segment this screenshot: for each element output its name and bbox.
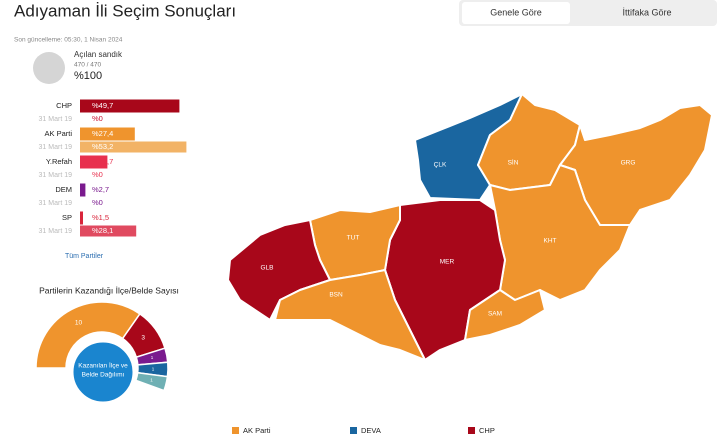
past-bar: [80, 225, 137, 237]
bar-label: %49,7: [92, 101, 113, 110]
bar-label: %13,7: [92, 157, 113, 166]
district[interactable]: [464, 289, 546, 341]
tab-active[interactable]: [462, 2, 570, 24]
donut-label: 1: [151, 355, 154, 360]
past-bar-label: %28,1: [92, 226, 113, 235]
past-bar-label: %0: [92, 114, 103, 123]
legend-swatch: [232, 427, 239, 434]
page-title: Adıyaman İli Seçim Sonuçları: [14, 1, 236, 20]
past-bar: [80, 141, 187, 153]
ballot-percent: %100: [74, 70, 102, 82]
donut-label: 1: [152, 366, 155, 371]
donut-center-label: Kazanılan İlçe ve: [78, 361, 128, 370]
legend-label: DEVA: [361, 426, 381, 435]
section-title: Partilerin Kazandığı İlçe/Belde Sayısı: [39, 285, 179, 295]
party-name: DEM: [55, 185, 72, 194]
donut-label: 10: [75, 319, 83, 326]
legend-swatch: [350, 427, 357, 434]
map-labels: ÇLK SİN GRG KHT MER TUT GLB BSN SAM: [260, 158, 635, 318]
donut-center: [70, 339, 136, 405]
tab[interactable]: Genele Göre: [490, 7, 542, 17]
donut-segment: [35, 301, 141, 369]
past-label: 31 Mart 19: [39, 228, 73, 235]
legend: AK Parti DEVA CHP: [232, 426, 495, 435]
party-name: AK Parti: [44, 129, 72, 138]
district-label: SAM: [488, 311, 502, 318]
district-label: TUT: [347, 235, 360, 242]
bar: [80, 211, 83, 225]
district[interactable]: [274, 269, 426, 361]
bar-label: %27,4: [92, 129, 113, 138]
party-name: CHP: [56, 101, 72, 110]
ballot-pie: [33, 52, 65, 84]
district-label: MER: [440, 259, 455, 266]
district-label: BSN: [329, 292, 343, 299]
legend-swatch: [468, 427, 475, 434]
past-label: 31 Mart 19: [39, 172, 73, 179]
bar: [80, 183, 86, 197]
bar: [80, 99, 180, 113]
district-label: ÇLK: [434, 162, 447, 169]
tab[interactable]: İttifaka Göre: [622, 7, 671, 17]
party-name: Y.Refah: [46, 157, 72, 166]
ballot-count: 470 / 470: [74, 62, 101, 69]
legend-label: CHP: [479, 426, 495, 435]
map: [227, 93, 713, 361]
ballot-label: Açılan sandık: [74, 50, 123, 59]
donut-segment: [134, 371, 169, 392]
donut-label: 3: [141, 335, 145, 342]
bar-label: %1,5: [92, 213, 109, 222]
bar: [80, 127, 135, 141]
district-label: KHT: [544, 238, 557, 245]
donut-label: 1: [150, 377, 153, 382]
district-label: GRG: [621, 160, 636, 167]
district-label: GLB: [260, 265, 273, 272]
legend-label: AK Parti: [243, 426, 271, 435]
past-bar-label: %0: [92, 198, 103, 207]
bar-label: %2,7: [92, 185, 109, 194]
past-label: 31 Mart 19: [39, 116, 73, 123]
bar: [80, 155, 108, 169]
updated: Son güncelleme: 05:30, 1 Nisan 2024: [14, 37, 123, 44]
donut-center-label: Belde Dağılımı: [82, 372, 125, 379]
district-label: SİN: [508, 158, 519, 167]
donut: 10 3 1 1 1: [35, 301, 169, 392]
past-bar-label: %53,2: [92, 142, 113, 151]
past-label: 31 Mart 19: [39, 144, 73, 151]
party-name: SP: [62, 213, 72, 222]
all-parties-link[interactable]: Tüm Partiler: [65, 253, 104, 260]
past-bar-label: %0: [92, 170, 103, 179]
past-label: 31 Mart 19: [39, 200, 73, 207]
results: CHP %49,7 31 Mart 19 %0 AK Parti %27,4 31 Mart…: [39, 99, 187, 237]
